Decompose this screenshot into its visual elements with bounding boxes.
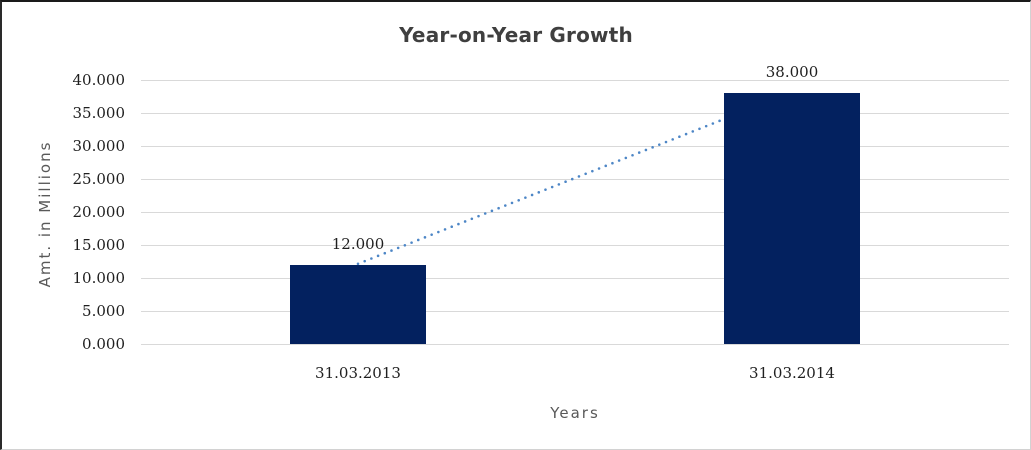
gridline bbox=[141, 79, 1009, 81]
y-tick-label: 35.000 bbox=[72, 104, 126, 122]
gridline bbox=[141, 277, 1009, 279]
y-tick-label: 15.000 bbox=[72, 236, 126, 254]
gridline bbox=[141, 343, 1009, 345]
gridline bbox=[141, 178, 1009, 180]
y-tick-label: 30.000 bbox=[72, 137, 126, 155]
y-tick-label: 20.000 bbox=[72, 203, 126, 221]
y-tick-label: 40.000 bbox=[72, 71, 126, 89]
y-tick-label: 25.000 bbox=[72, 170, 126, 188]
gridline bbox=[141, 211, 1009, 213]
gridline bbox=[141, 112, 1009, 114]
y-tick-label: 0.000 bbox=[82, 335, 125, 353]
x-axis-title: Years bbox=[550, 404, 600, 422]
y-tick-label: 5.000 bbox=[82, 302, 125, 320]
gridline bbox=[141, 145, 1009, 147]
bar-31.03.2014 bbox=[724, 93, 860, 344]
x-category-label: 31.03.2014 bbox=[749, 364, 835, 382]
bar-data-label: 38.000 bbox=[765, 63, 819, 82]
gridline bbox=[141, 310, 1009, 312]
bar-31.03.2013 bbox=[290, 264, 426, 344]
gridline bbox=[141, 244, 1009, 246]
chart-title: Year-on-Year Growth bbox=[399, 23, 633, 47]
y-tick-label: 10.000 bbox=[72, 269, 126, 287]
x-category-label: 31.03.2013 bbox=[315, 364, 401, 382]
plot-area: 12.000 38.000 bbox=[141, 63, 1009, 345]
bar-data-label: 12.000 bbox=[331, 234, 385, 253]
